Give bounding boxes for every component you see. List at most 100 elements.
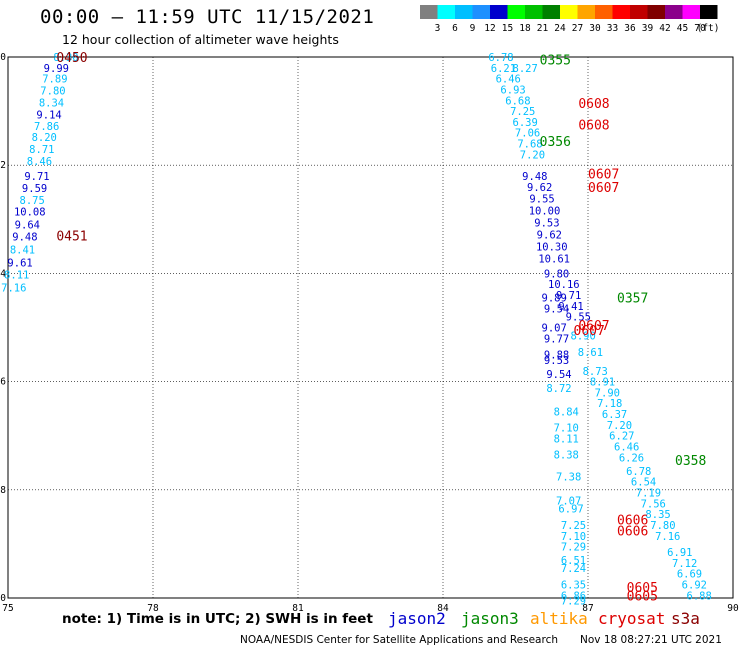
wave-height-label: 6.46 — [614, 442, 639, 454]
wave-height-label: 7.07 — [556, 496, 581, 508]
colorbar-label: 70 — [694, 23, 706, 34]
x-tick-label: 75 — [2, 603, 13, 614]
wave-height-label: 9.61 — [7, 258, 32, 270]
x-tick-label: 84 — [437, 603, 449, 614]
wave-height-label: 8.84 — [554, 406, 579, 418]
colorbar-label: 30 — [589, 23, 601, 34]
pass-time-label: 0450 — [56, 51, 87, 66]
pass-time-label: 0357 — [617, 292, 648, 307]
wave-height-label: 7.06 — [515, 128, 540, 140]
wave-height-label: 7.38 — [556, 471, 581, 483]
colorbar-swatch — [490, 5, 508, 19]
wave-height-label: 10.16 — [548, 279, 580, 291]
wave-height-label: 8.35 — [645, 509, 670, 521]
wave-height-label: 6.37 — [602, 409, 627, 421]
wave-height-label: 6.78 — [488, 52, 513, 64]
y-tick-label: -18 — [0, 485, 6, 496]
colorbar-legend: 3 6 9 12 15 18 21 24 27 30 33 36 39 42 45 70(ft) — [420, 5, 720, 34]
colorbar-swatch — [507, 5, 525, 19]
y-tick-label: -10 — [0, 52, 6, 63]
satellite-legend-cryosat: cryosat — [598, 609, 666, 628]
colorbar-swatch — [455, 5, 473, 19]
wave-height-label: 8.30 — [53, 52, 78, 64]
colorbar-swatch — [595, 5, 613, 19]
wave-height-label: 7.25 — [510, 106, 535, 118]
wave-height-label: 9.80 — [544, 268, 569, 280]
pass-time-label: 0356 — [540, 135, 571, 150]
wave-height-label: 9.59 — [22, 183, 47, 195]
pass-time-label: 0355 — [540, 54, 571, 69]
wave-height-label: 9.07 — [542, 323, 567, 335]
colorbar-label: 9 — [470, 23, 476, 34]
y-tick-label: -14 — [0, 268, 6, 279]
wave-height-label: 6.21 — [491, 63, 516, 75]
wave-height-label: 9.99 — [44, 63, 69, 75]
colorbar-swatch — [525, 5, 543, 19]
footer-timestamp: Nov 18 08:27:21 UTC 2021 — [580, 634, 722, 646]
wave-height-label: 6.93 — [500, 84, 525, 96]
colorbar-swatch — [612, 5, 630, 19]
colorbar-label: 45 — [677, 23, 688, 34]
colorbar-swatch — [682, 5, 700, 19]
pass-time-label: 0608 — [578, 119, 609, 134]
colorbar-swatch — [420, 5, 438, 19]
pass-time-label: 0605 — [627, 589, 658, 604]
wave-height-label: 7.86 — [34, 121, 59, 133]
colorbar-unit: (ft) — [697, 23, 720, 34]
wave-height-label: 10.08 — [14, 207, 46, 219]
page-title: 00:00 – 11:59 UTC 11/15/2021 — [40, 6, 375, 28]
wave-height-label: 9.14 — [36, 109, 61, 121]
colorbar-label: 6 — [452, 23, 458, 34]
wave-height-label: 9.54 — [544, 304, 569, 316]
pass-time-label: 0606 — [617, 514, 648, 529]
satellite-legend-jason3: jason3 — [461, 609, 519, 628]
satellite-legend-s3a: s3a — [671, 609, 700, 628]
wave-height-label: 7.10 — [554, 423, 579, 435]
wave-height-label: 8.27 — [513, 63, 538, 75]
wave-height-label: 8.73 — [583, 366, 608, 378]
wave-height-label: 7.29 — [561, 596, 586, 608]
wave-height-label: 9.53 — [544, 355, 569, 367]
wave-height-label: 10.61 — [538, 253, 570, 265]
pass-time-label: 0605 — [627, 581, 658, 596]
colorbar-swatch — [577, 5, 595, 19]
wave-height-label: 8.75 — [20, 195, 45, 207]
wave-height-label: 9.48 — [522, 171, 547, 183]
wave-height-label: 9.53 — [534, 218, 559, 230]
wave-height-label: 9.62 — [527, 182, 552, 194]
colorbar-label: 15 — [502, 23, 513, 34]
wave-height-label: 6.35 — [561, 579, 586, 591]
wave-height-label: 7.12 — [672, 558, 697, 570]
wave-height-label: 6.46 — [496, 74, 521, 86]
wave-height-label: 8.71 — [29, 144, 54, 156]
pass-time-label: 0607 — [574, 324, 605, 339]
wave-height-label: 8.90 — [571, 331, 596, 343]
wave-height-label: 7.18 — [597, 398, 622, 410]
wave-height-label: 7.68 — [517, 139, 542, 151]
wave-height-label: 7.20 — [607, 420, 632, 432]
pass-time-label: 0607 — [588, 167, 619, 182]
wave-height-label: 7.10 — [561, 531, 586, 543]
wave-height-label: 9.71 — [24, 171, 49, 183]
colorbar-label: 12 — [484, 23, 495, 34]
wave-height-label: 6.54 — [631, 477, 656, 489]
colorbar-label: 3 — [435, 23, 441, 34]
wave-height-label: 9.55 — [566, 312, 591, 324]
footer-note: note: 1) Time is in UTC; 2) SWH is in fe… — [62, 611, 373, 627]
wave-height-label: 6.69 — [677, 569, 702, 581]
colorbar-label: 21 — [537, 23, 549, 34]
colorbar-swatch — [472, 5, 490, 19]
wave-height-label: 7.19 — [636, 488, 661, 500]
colorbar-label: 27 — [572, 23, 583, 34]
colorbar-label: 18 — [519, 23, 531, 34]
wave-height-label: 9.88 — [544, 350, 569, 362]
page-subtitle: 12 hour collection of altimeter wave hei… — [62, 32, 339, 47]
wave-height-label: 8.34 — [39, 97, 64, 109]
y-tick-label: -20 — [0, 593, 6, 604]
pass-time-label: 0607 — [588, 181, 619, 196]
wave-height-label: 6.68 — [505, 95, 530, 107]
wave-height-label: 8.72 — [546, 383, 571, 395]
pass-time-label: 0358 — [675, 454, 706, 469]
